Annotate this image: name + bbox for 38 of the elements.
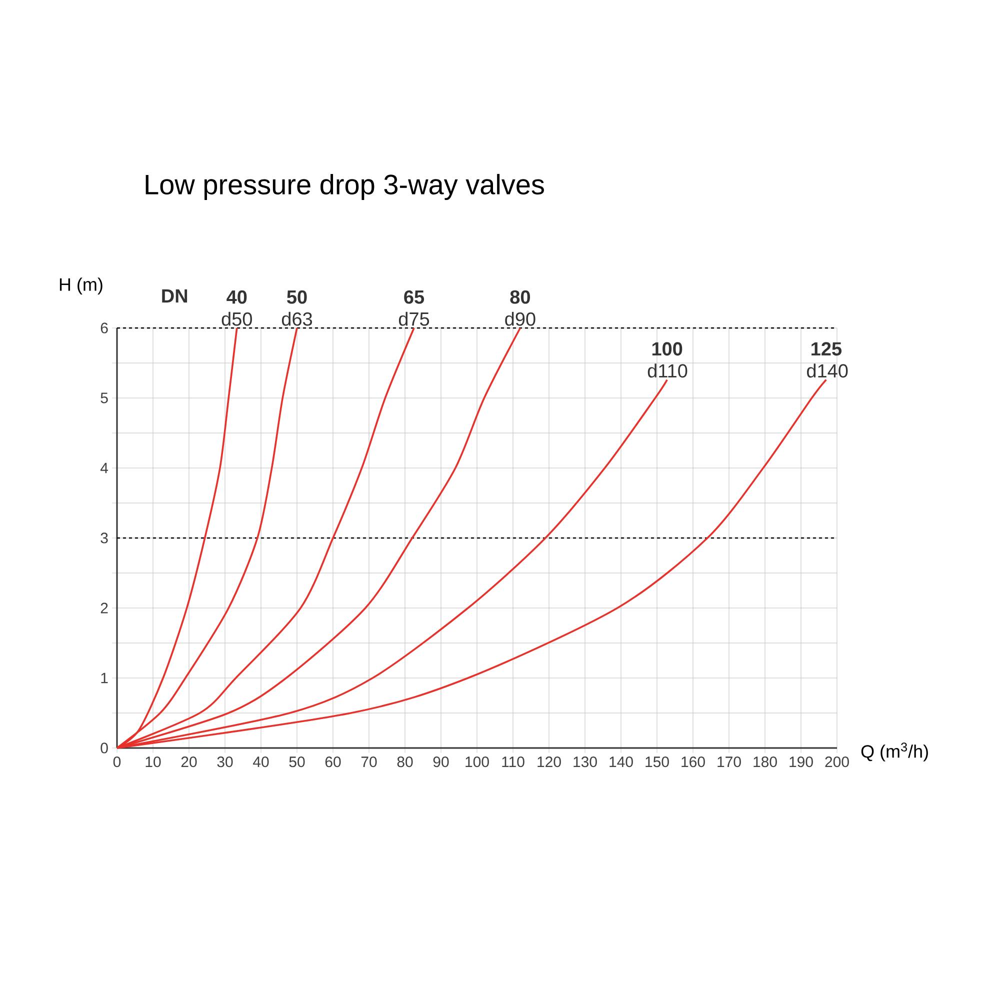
x-tick-label: 0 bbox=[113, 756, 121, 768]
x-tick-label: 130 bbox=[574, 756, 597, 768]
chart-title: Low pressure drop 3-way valves bbox=[146, 174, 544, 200]
x-tick-label: 80 bbox=[397, 756, 413, 768]
x-axis-title: Q (m$^{3}$/h) bbox=[861, 742, 928, 762]
y-tick-label: 4 bbox=[100, 462, 108, 474]
x-tick-label: 200 bbox=[825, 756, 849, 768]
series-label: 100 d110 bbox=[648, 342, 688, 378]
y-tick-label: 0 bbox=[100, 742, 108, 754]
x-tick-label: 140 bbox=[610, 756, 633, 768]
y-tick-label: 1 bbox=[101, 672, 108, 684]
x-tick-label: 50 bbox=[289, 756, 305, 768]
x-tick-label: 10 bbox=[146, 756, 161, 768]
x-tick-label: 60 bbox=[325, 756, 341, 768]
series-label: 40 d50 bbox=[222, 290, 252, 326]
x-tick-label: 120 bbox=[538, 756, 561, 768]
series-label: 50 d63 bbox=[282, 290, 312, 326]
x-tick-label: 30 bbox=[217, 756, 233, 768]
x-tick-label: 70 bbox=[361, 756, 377, 768]
y-tick-label: 2 bbox=[100, 602, 108, 614]
y-tick-label: 5 bbox=[100, 392, 108, 404]
x-tick-label: 20 bbox=[181, 756, 197, 768]
text: DN bbox=[162, 289, 188, 302]
x-tick-label: 150 bbox=[646, 756, 669, 768]
x-tick-label: 180 bbox=[754, 756, 777, 768]
x-tick-label: 160 bbox=[682, 756, 705, 768]
series-label: 80 d90 bbox=[505, 290, 536, 326]
x-tick-label: 170 bbox=[718, 756, 741, 768]
x-tick-label: 190 bbox=[790, 756, 813, 768]
y-tick-label: 6 bbox=[100, 322, 108, 334]
x-tick-label: 90 bbox=[433, 756, 449, 768]
y-axis-title: H (m) bbox=[60, 278, 102, 294]
series-label: 125 d140 bbox=[807, 342, 848, 378]
series-label: 65 d75 bbox=[398, 290, 430, 326]
y-tick-label: 3 bbox=[100, 532, 108, 544]
x-tick-label: 40 bbox=[253, 756, 269, 768]
x-tick-label: 110 bbox=[502, 756, 524, 768]
x-tick-label: 100 bbox=[466, 756, 489, 768]
